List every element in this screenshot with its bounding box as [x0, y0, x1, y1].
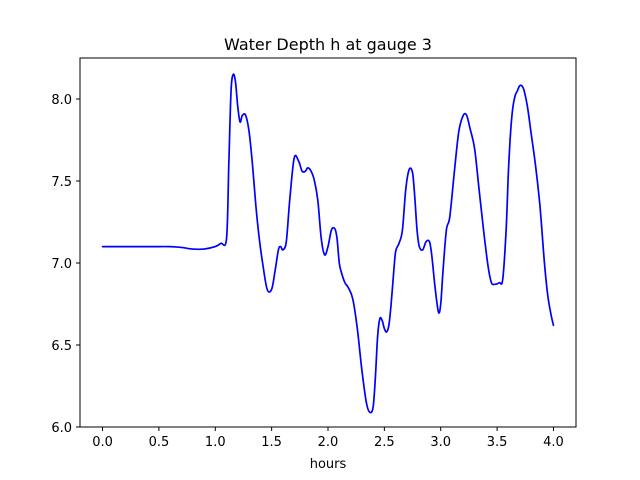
y-tick-label: 6.0 [51, 421, 72, 436]
x-tick-label: 3.5 [487, 435, 508, 450]
y-tick-label: 6.5 [51, 339, 72, 354]
x-tick-label: 3.0 [430, 435, 451, 450]
x-tick-label: 2.5 [374, 435, 395, 450]
y-axis: 6.0 6.5 7.0 7.5 8.0 [51, 93, 80, 436]
axes-frame [79, 57, 577, 428]
x-tick-label: 2.0 [318, 435, 339, 450]
x-tick-label: 0.5 [149, 435, 170, 450]
chart-title: Water Depth h at gauge 3 [224, 35, 432, 54]
x-tick-label: 0.0 [92, 435, 113, 450]
series-line [101, 73, 555, 414]
x-axis-label: hours [310, 457, 347, 472]
x-axis: 0.0 0.5 1.0 1.5 2.0 2.5 3.0 3.5 4.0 [92, 427, 564, 450]
y-tick-label: 7.0 [51, 257, 72, 272]
x-tick-label: 1.5 [261, 435, 282, 450]
y-tick-label: 7.5 [51, 175, 72, 190]
y-tick-label: 8.0 [51, 93, 72, 108]
x-tick-label: 4.0 [543, 435, 564, 450]
x-tick-label: 1.0 [205, 435, 226, 450]
